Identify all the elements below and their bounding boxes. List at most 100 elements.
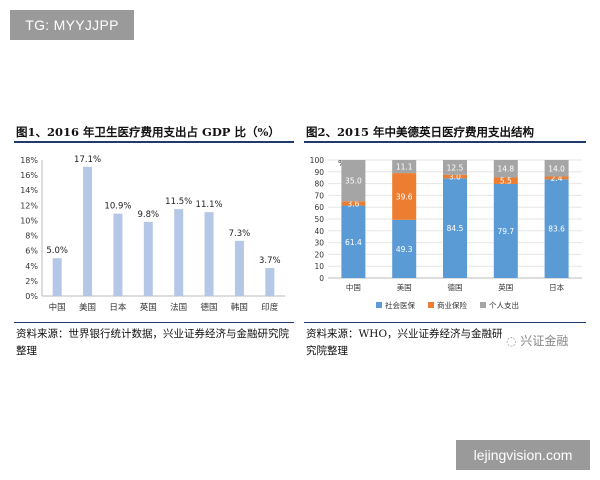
right-stack-segment xyxy=(392,173,417,220)
right-stack-segment xyxy=(443,160,467,175)
left-bar xyxy=(52,258,62,296)
left-chart-title: 图1、2016 年卫生医疗费用支出占 GDP 比（%） xyxy=(16,125,280,139)
left-bar-data-label: 9.8% xyxy=(138,210,160,220)
right-legend-swatch xyxy=(376,302,382,308)
left-y-tick-label: 8% xyxy=(25,232,38,241)
right-stack-segment xyxy=(544,176,569,180)
left-bottom-rule xyxy=(14,322,294,323)
left-bar xyxy=(265,268,275,296)
left-title-rule xyxy=(14,141,294,143)
right-title-rule xyxy=(304,141,586,143)
wechat-icon: ◌ xyxy=(506,334,517,348)
right-stack-segment xyxy=(341,205,366,278)
left-category-label: 法国 xyxy=(170,302,187,313)
right-category-label: 美国 xyxy=(397,282,412,292)
right-bottom-rule xyxy=(304,322,586,323)
left-bar xyxy=(234,240,244,296)
brand-watermark-text: 兴证金融 xyxy=(520,334,569,348)
left-category-label: 日本 xyxy=(109,302,127,313)
right-y-tick-label: 20 xyxy=(314,250,324,259)
right-y-tick-label: 70 xyxy=(314,191,324,200)
left-bar xyxy=(174,209,184,296)
left-bar-data-label: 17.1% xyxy=(74,155,101,165)
left-bar-data-label: 7.3% xyxy=(229,229,251,239)
right-segment-label: 35.0 xyxy=(345,177,362,186)
right-stacked-bar-chart: 0102030405060708090100%61.43.635.0中国49.3… xyxy=(310,156,582,310)
right-stack-segment xyxy=(544,179,569,278)
right-y-tick-label: 80 xyxy=(314,180,324,189)
left-y-tick-label: 0% xyxy=(25,292,38,301)
right-segment-label: 84.5 xyxy=(447,224,464,233)
left-bar-data-label: 11.1% xyxy=(196,200,223,210)
left-y-tick-label: 16% xyxy=(20,171,38,180)
right-segment-label: 3.0 xyxy=(449,173,461,182)
left-bar xyxy=(113,213,123,296)
left-category-label: 韩国 xyxy=(231,302,248,313)
right-legend-swatch xyxy=(480,302,486,308)
left-y-tick-label: 6% xyxy=(25,247,38,256)
right-stack-segment xyxy=(341,160,366,202)
right-category-label: 德国 xyxy=(448,282,463,292)
right-legend-label: 社会医保 xyxy=(385,300,415,310)
left-y-tick-label: 10% xyxy=(20,216,38,225)
left-category-label: 印度 xyxy=(261,302,279,313)
left-y-tick-label: 2% xyxy=(25,277,38,286)
right-segment-label: 14.8 xyxy=(497,165,514,174)
right-segment-label: 49.3 xyxy=(396,245,413,254)
left-bar-data-label: 10.9% xyxy=(104,202,131,212)
right-y-tick-label: 90 xyxy=(314,168,324,177)
left-category-label: 英国 xyxy=(140,302,157,313)
right-category-label: 日本 xyxy=(549,282,565,292)
right-y-tick-label: 0 xyxy=(319,274,324,283)
right-segment-label: 5.5 xyxy=(500,177,512,186)
left-bar-data-label: 3.7% xyxy=(259,256,281,266)
right-y-tick-label: 100 xyxy=(310,156,325,165)
right-category-label: 中国 xyxy=(346,282,361,292)
right-segment-label: 61.4 xyxy=(345,238,362,247)
left-bar xyxy=(83,166,93,296)
right-segment-label: 2.4 xyxy=(551,174,563,183)
right-segment-label: 39.6 xyxy=(396,192,413,201)
right-stack-segment xyxy=(341,201,366,206)
left-y-tick-label: 14% xyxy=(20,186,38,195)
right-segment-label: 14.0 xyxy=(548,164,565,173)
brand-watermark: ◌ 兴证金融 xyxy=(506,332,568,349)
right-y-tick-label: 50 xyxy=(314,215,324,224)
right-stack-segment xyxy=(493,183,518,278)
right-segment-label: 79.7 xyxy=(497,227,514,236)
right-stack-segment xyxy=(443,174,467,179)
right-stack-segment xyxy=(544,160,569,177)
left-y-tick-label: 18% xyxy=(20,156,38,165)
right-stack-segment xyxy=(443,178,467,278)
right-stack-segment xyxy=(392,160,417,174)
left-y-tick-label: 4% xyxy=(25,262,38,271)
channel-tag: TG: MYYJJPP xyxy=(10,10,134,40)
right-segment-label: 3.6 xyxy=(347,199,359,208)
right-y-tick-label: 10 xyxy=(314,262,324,271)
right-category-label: 英国 xyxy=(498,282,513,292)
right-stack-segment xyxy=(392,219,417,278)
left-y-tick-label: 12% xyxy=(20,201,38,210)
right-stack-segment xyxy=(493,177,518,184)
left-bar-data-label: 11.5% xyxy=(165,197,192,207)
right-y-tick-label: 40 xyxy=(314,227,324,236)
left-source-note: 资料来源：世界银行统计数据，兴业证券经济与金融研究院整理 xyxy=(16,328,289,357)
right-segment-label: 83.6 xyxy=(548,225,565,234)
right-y-tick-label: 60 xyxy=(314,203,324,212)
right-segment-label: 11.1 xyxy=(396,163,413,172)
right-segment-label: 12.5 xyxy=(447,163,464,172)
right-stack-segment xyxy=(493,160,518,178)
right-y-tick-label: 30 xyxy=(314,239,324,248)
right-legend-label: 商业保险 xyxy=(437,300,467,310)
left-category-label: 德国 xyxy=(201,302,218,313)
left-bar xyxy=(204,212,214,296)
right-legend-label: 个人支出 xyxy=(489,300,519,310)
right-source-note: 资料来源：WHO，兴业证券经济与金融研究院整理 xyxy=(306,328,503,357)
site-watermark: lejingvision.com xyxy=(456,440,590,470)
left-bar-data-label: 5.0% xyxy=(46,246,68,256)
left-category-label: 中国 xyxy=(49,302,66,313)
left-bar xyxy=(143,221,153,296)
right-legend-swatch xyxy=(428,302,434,308)
right-chart-title: 图2、2015 年中美德英日医疗费用支出结构 xyxy=(306,125,535,139)
left-category-label: 美国 xyxy=(79,302,96,313)
